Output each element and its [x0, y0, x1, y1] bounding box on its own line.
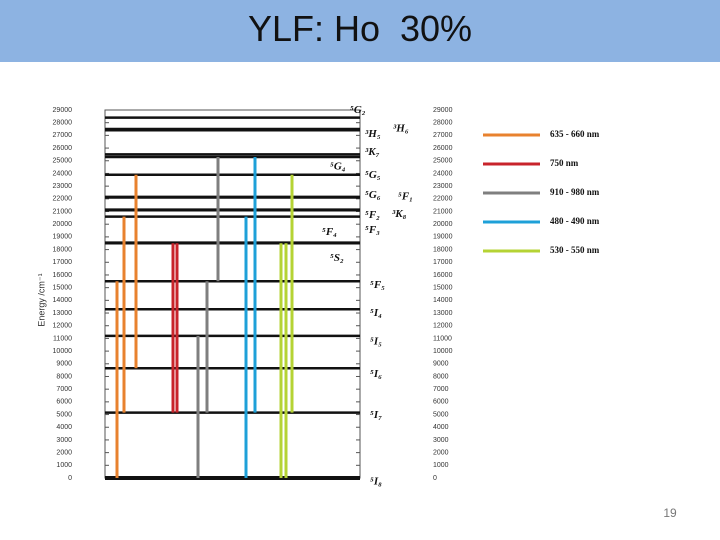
level-label: ⁵G₄ — [330, 160, 346, 172]
level-label: ⁵I₆ — [370, 368, 382, 380]
y-tick-label: 16000 — [53, 272, 73, 279]
slide-title: YLF: Ho 30% — [247, 8, 473, 49]
chart-background — [33, 100, 690, 487]
y-tick-label: 15000 — [53, 284, 73, 291]
y2-tick-label: 28000 — [433, 120, 453, 127]
y-tick-label: 12000 — [53, 323, 73, 330]
y-tick-label: 13000 — [53, 310, 73, 317]
level-label: ³H₆ — [393, 123, 409, 135]
y-tick-label: 9000 — [56, 361, 72, 368]
y2-tick-label: 9000 — [433, 361, 449, 368]
y2-tick-label: 19000 — [433, 234, 453, 241]
y2-tick-label: 1000 — [433, 462, 449, 469]
y-tick-label: 28000 — [53, 120, 73, 127]
level-label: ³K₈ — [392, 208, 407, 220]
y-tick-label: 25000 — [53, 158, 73, 165]
y-tick-label: 22000 — [53, 196, 73, 203]
y2-tick-label: 17000 — [433, 259, 453, 266]
y-tick-label: 24000 — [53, 170, 73, 177]
level-label: ⁵F₅ — [370, 279, 385, 291]
level-label: ⁵G₅ — [365, 169, 381, 181]
y2-tick-label: 22000 — [433, 196, 453, 203]
y2-tick-label: 24000 — [433, 170, 453, 177]
header-band — [0, 0, 720, 62]
y-tick-label: 29000 — [53, 107, 73, 114]
y2-tick-label: 6000 — [433, 399, 449, 406]
y-tick-label: 14000 — [53, 297, 73, 304]
y2-tick-label: 20000 — [433, 221, 453, 228]
y-tick-label: 4000 — [56, 424, 72, 431]
y2-tick-label: 10000 — [433, 348, 453, 355]
y-tick-label: 11000 — [53, 335, 72, 342]
level-label: ⁵I₈ — [370, 476, 382, 488]
level-label: ³H₅ — [365, 128, 381, 140]
y-tick-label: 5000 — [56, 411, 72, 418]
y-tick-label: 17000 — [53, 259, 73, 266]
y-tick-label: 1000 — [56, 462, 72, 469]
y-tick-label: 6000 — [56, 399, 72, 406]
page-number: 19 — [663, 506, 677, 520]
y2-tick-label: 2000 — [433, 449, 449, 456]
y-tick-label: 26000 — [53, 145, 73, 152]
level-label: ⁵F₃ — [365, 224, 380, 236]
y2-tick-label: 3000 — [433, 437, 449, 444]
level-label: ⁵F₂ — [365, 209, 380, 221]
y-axis-title: Energy /cm⁻¹ — [36, 273, 46, 326]
y-tick-label: 0 — [68, 475, 72, 482]
y-tick-label: 7000 — [56, 386, 72, 393]
legend-label: 530 - 550 nm — [550, 245, 600, 255]
y2-tick-label: 13000 — [433, 310, 453, 317]
level-label: ⁵G₆ — [365, 189, 381, 201]
y-tick-label: 20000 — [53, 221, 73, 228]
y2-tick-label: 29000 — [433, 107, 453, 114]
y2-tick-label: 21000 — [433, 208, 453, 215]
y-tick-label: 27000 — [53, 132, 73, 139]
y-tick-label: 2000 — [56, 449, 72, 456]
y2-tick-label: 25000 — [433, 158, 453, 165]
y2-tick-label: 23000 — [433, 183, 453, 190]
level-label: ⁵F₄ — [322, 226, 337, 238]
y2-tick-label: 15000 — [433, 284, 453, 291]
y-tick-label: 23000 — [53, 183, 73, 190]
y-tick-label: 19000 — [53, 234, 73, 241]
level-label: ⁵G₂ — [350, 104, 366, 116]
legend-label: 750 nm — [550, 158, 579, 168]
level-label: ⁵I₇ — [370, 409, 382, 421]
y2-tick-label: 16000 — [433, 272, 453, 279]
y-tick-label: 3000 — [56, 437, 72, 444]
y-tick-label: 8000 — [56, 373, 72, 380]
y2-tick-label: 18000 — [433, 246, 453, 253]
y2-tick-label: 8000 — [433, 373, 449, 380]
y-tick-label: 21000 — [53, 208, 73, 215]
y2-tick-label: 26000 — [433, 145, 453, 152]
level-label: ³K₇ — [365, 146, 380, 158]
y2-tick-label: 11000 — [433, 335, 452, 342]
legend-label: 910 - 980 nm — [550, 187, 600, 197]
legend-label: 635 - 660 nm — [550, 129, 600, 139]
legend-label: 480 - 490 nm — [550, 216, 600, 226]
level-label: ⁵F₁ — [398, 190, 413, 202]
y2-tick-label: 12000 — [433, 323, 453, 330]
level-label: ⁵S₂ — [330, 252, 344, 264]
y2-tick-label: 27000 — [433, 132, 453, 139]
level-label: ⁵I₅ — [370, 335, 382, 347]
y2-tick-label: 5000 — [433, 411, 449, 418]
y2-tick-label: 14000 — [433, 297, 453, 304]
y2-tick-label: 0 — [433, 475, 437, 482]
y2-tick-label: 4000 — [433, 424, 449, 431]
y2-tick-label: 7000 — [433, 386, 449, 393]
y-tick-label: 18000 — [53, 246, 73, 253]
y-tick-label: 10000 — [53, 348, 73, 355]
level-label: ⁵I₄ — [370, 307, 382, 319]
